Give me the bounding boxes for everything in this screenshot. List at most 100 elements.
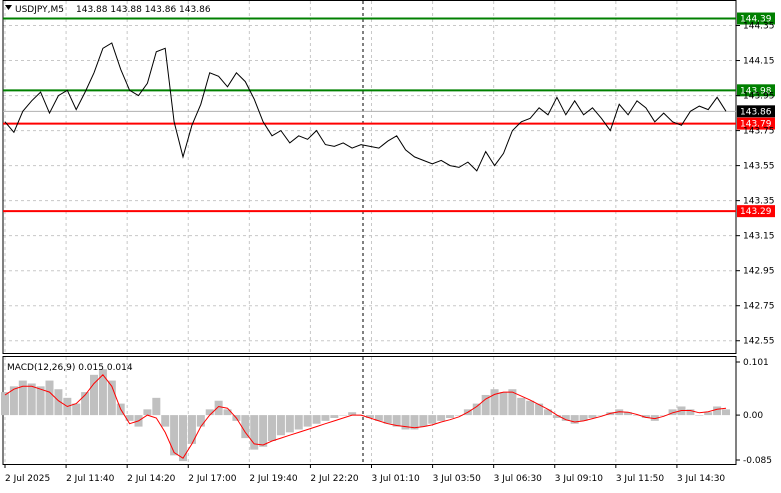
macd-histogram-bar <box>632 415 641 416</box>
grid <box>3 1 736 464</box>
macd-histogram-bar <box>259 415 268 447</box>
macd-tick-label: -0.085 <box>743 456 772 466</box>
price-panel-border <box>2 0 737 354</box>
macd-histogram-bar <box>624 412 633 416</box>
y-tick-label: 143.15 <box>743 232 775 242</box>
macd-histogram-bar <box>27 383 36 416</box>
macd-histogram-bar <box>268 415 277 441</box>
macd-histogram-bar <box>348 412 357 416</box>
macd-histogram-bar <box>704 412 713 416</box>
macd-histogram-bar <box>695 415 704 416</box>
macd-histogram-bar <box>205 409 214 416</box>
price-level-tag <box>737 12 775 25</box>
macd-histogram-bar <box>250 415 259 450</box>
macd-histogram-bar <box>0 392 10 416</box>
macd-histogram-bar <box>579 415 588 421</box>
x-tick-label: 2 Jul 11:40 <box>66 474 115 484</box>
price-level-label: 144.39 <box>740 15 772 25</box>
macd-histogram-bar <box>481 394 490 416</box>
macd-histogram-bar <box>543 409 552 416</box>
x-tick-label: 2 Jul 14:20 <box>127 474 176 484</box>
macd-histogram-bar <box>72 403 81 416</box>
macd-label: MACD(12,26,9) 0.015 0.014 <box>7 363 133 373</box>
chart-header: USDJPY,M5 143.88 143.88 143.86 143.86 MA… <box>5 5 211 373</box>
macd-histogram-bar <box>214 400 223 416</box>
price-line <box>4 42 727 172</box>
macd-histogram-bar <box>223 409 232 416</box>
macd-histogram-bar <box>526 400 535 416</box>
macd-histogram-bar <box>187 415 196 444</box>
price-level-tag <box>737 205 775 218</box>
macd-histogram-bar <box>321 415 330 421</box>
macd-histogram-bar <box>125 415 134 421</box>
y-tick-label: 144.15 <box>743 57 775 67</box>
price-level-label: 143.98 <box>740 86 772 96</box>
macd-histogram-bar <box>650 415 659 421</box>
y-tick-label: 143.55 <box>743 162 775 172</box>
macd-histogram-bar <box>107 380 116 416</box>
macd-histogram-bar <box>241 415 250 439</box>
macd-histogram-bar <box>45 380 54 416</box>
macd-histogram-bar <box>713 406 722 416</box>
current-price-label: 143.86 <box>740 107 772 117</box>
macd-histogram-bar <box>437 415 446 421</box>
macd-histogram-bar <box>294 415 303 430</box>
y-tick-label: 143.95 <box>743 92 775 102</box>
macd-histogram-bar <box>446 415 455 418</box>
macd-histogram-bar <box>597 415 606 416</box>
macd-histogram-bar <box>90 374 99 416</box>
current-price-tag <box>737 105 775 118</box>
macd-tick-label: 0.101 <box>743 358 769 368</box>
x-tick-label: 3 Jul 06:30 <box>494 474 543 484</box>
macd-tick-label: 0.00 <box>743 411 763 421</box>
x-tick-label: 3 Jul 14:30 <box>677 474 726 484</box>
x-tick-label: 2 Jul 17:00 <box>188 474 237 484</box>
macd-histogram-bar <box>499 392 508 416</box>
macd-histogram-bar <box>339 415 348 416</box>
macd-histogram-bar <box>508 389 517 416</box>
x-tick-label: 3 Jul 09:10 <box>555 474 604 484</box>
macd-histogram-bar <box>330 415 339 418</box>
price-level-label: 143.29 <box>740 207 772 217</box>
symbol-timeframe[interactable]: USDJPY,M5 <box>15 5 64 15</box>
macd-histogram-bar <box>9 386 18 416</box>
macd-histogram-bar <box>374 415 383 421</box>
macd-histogram-bar <box>588 415 597 418</box>
macd-histogram-bar <box>410 415 419 430</box>
x-tick-label: 2 Jul 19:40 <box>249 474 298 484</box>
x-tick-label: 3 Jul 01:10 <box>372 474 421 484</box>
macd-histogram-bar <box>570 415 579 424</box>
x-tick-label: 3 Jul 11:50 <box>616 474 665 484</box>
macd-histogram-bar <box>561 415 570 421</box>
macd-histogram-bar <box>152 397 161 416</box>
axes: 144.35144.15143.95143.75143.55143.35143.… <box>4 22 775 484</box>
y-tick-label: 143.35 <box>743 197 775 207</box>
macd-histogram-bar <box>143 409 152 416</box>
macd-histogram-bar <box>392 415 401 427</box>
y-tick-label: 143.75 <box>743 127 775 137</box>
horizontal-levels[interactable]: 144.39 143.98 143.79 143.29 143.86 <box>3 12 775 218</box>
dropdown-triangle-icon[interactable] <box>5 5 12 10</box>
macd-histogram-bar <box>428 415 437 424</box>
macd-histogram-bar <box>98 369 107 416</box>
macd-histogram-bar <box>686 409 695 416</box>
macd-histogram-bar <box>419 415 428 427</box>
macd-histogram-bar <box>285 415 294 433</box>
x-tick-label: 2 Jul 22:20 <box>310 474 359 484</box>
macd-histogram-bar <box>659 415 668 416</box>
macd-histogram-bar <box>365 415 374 418</box>
macd-histogram-bar <box>615 409 624 416</box>
macd-histogram-bar <box>312 415 321 424</box>
macd-histogram-bar <box>490 389 499 416</box>
macd-histogram-bar <box>179 415 188 462</box>
macd-histogram-bar <box>18 380 27 416</box>
macd-histogram-bar <box>170 415 179 456</box>
macd-histogram-bar <box>535 403 544 416</box>
macd-histogram-bar <box>552 415 561 418</box>
macd-histogram-bar <box>36 386 45 416</box>
macd-histogram-bar <box>454 415 463 416</box>
x-tick-label: 3 Jul 03:50 <box>433 474 482 484</box>
macd-histogram-bar <box>196 415 205 427</box>
macd-histogram-bar <box>472 403 481 416</box>
